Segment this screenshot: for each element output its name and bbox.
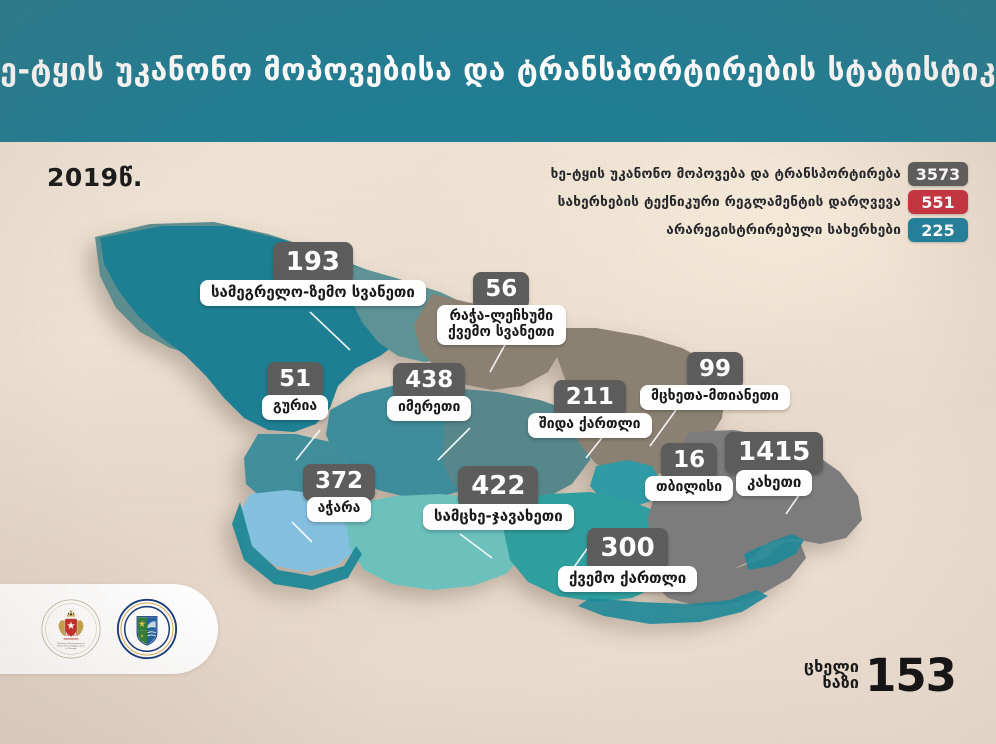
marker-value: 211: [553, 380, 626, 417]
marker-label: რაჭა-ლეჩხუმი ქვემო სვანეთი: [437, 305, 566, 346]
region-mtskheta-mtianeti: [552, 328, 726, 476]
marker-samegrelo-zemo-svaneti: 193 სამეგრელო-ზემო სვანეთი: [200, 242, 426, 306]
marker-label: გურია: [262, 395, 329, 420]
marker-label: სამცხე-ჯავახეთი: [423, 504, 574, 530]
marker-kakheti: 1415 კახეთი: [725, 432, 824, 496]
legend: ხე-ტყის უკანონო მოპოვება და ტრანსპორტირე…: [408, 162, 968, 242]
legend-label: არარეგისტრირებული სახერხები: [666, 222, 901, 238]
marker-label: თბილისი: [645, 476, 734, 501]
environmental-supervision-emblem-icon: [116, 598, 178, 660]
marker-value: 372: [303, 464, 376, 501]
marker-racha-lechkhumi: 56 რაჭა-ლეჩხუმი ქვემო სვანეთი: [437, 272, 566, 346]
svg-text:Protection and Agriculture: Protection and Agriculture: [57, 644, 85, 647]
marker-kvemo-kartli: 300 ქვემო ქართლი: [558, 528, 698, 592]
logo-panel: Ministry of Environmental Protection and…: [0, 584, 218, 674]
hotline-label: ცხელი ხაზი: [803, 656, 860, 693]
svg-text:Ministry of Environmental: Ministry of Environmental: [58, 642, 85, 645]
marker-label: იმერეთი: [387, 396, 472, 421]
page-title: ხე-ტყის უკანონო მოპოვებისა და ტრანსპორტი…: [0, 53, 996, 88]
marker-shida-kartli: 211 შიდა ქართლი: [528, 380, 652, 438]
marker-samtskhe-javakheti: 422 სამცხე-ჯავახეთი: [423, 466, 574, 530]
legend-badge: 225: [908, 218, 968, 242]
marker-guria: 51 გურია: [262, 362, 329, 420]
marker-imereti: 438 იმერეთი: [387, 363, 472, 421]
hotline: ცხელი ხაზი 153: [803, 648, 957, 702]
svg-text:of Georgia: of Georgia: [66, 648, 78, 650]
marker-label: სამეგრელო-ზემო სვანეთი: [200, 280, 426, 306]
pointer-line-guria: [295, 429, 321, 461]
marker-value: 51: [267, 362, 324, 399]
hotline-number: 153: [865, 648, 957, 702]
border-accent-ne: [744, 534, 804, 570]
marker-value: 1415: [725, 432, 824, 474]
border-accent-adjara: [232, 502, 362, 590]
ministry-emblem-icon: Ministry of Environmental Protection and…: [41, 599, 101, 659]
marker-label: ქვემო ქართლი: [558, 566, 698, 592]
legend-row: არარეგისტრირებული სახერხები 225: [408, 218, 968, 242]
pointer-line-imereti: [437, 427, 471, 461]
border-accent-se: [578, 590, 768, 624]
marker-value: 438: [393, 363, 466, 400]
marker-mtskheta-mtianeti: 99 მცხეთა-მთიანეთი: [640, 352, 790, 410]
marker-tbilisi: 16 თბილისი: [645, 443, 734, 501]
legend-badge: 3573: [908, 162, 968, 186]
marker-value: 300: [587, 528, 668, 570]
marker-label: შიდა ქართლი: [528, 413, 652, 438]
georgia-map: 193 სამეგრელო-ზემო სვანეთი 56 რაჭა-ლეჩხუ…: [0, 142, 996, 744]
marker-label: მცხეთა-მთიანეთი: [640, 385, 790, 410]
marker-label: აჭარა: [306, 497, 372, 522]
pointer-line-mtskheta: [649, 409, 677, 447]
legend-label: ხე-ტყის უკანონო მოპოვება და ტრანსპორტირე…: [550, 166, 901, 182]
marker-value: 99: [686, 352, 743, 389]
marker-value: 56: [473, 272, 530, 309]
legend-row: სახერხების ტექნიკური რეგლამენტის დარღვევ…: [408, 190, 968, 214]
marker-value: 16: [661, 443, 718, 480]
marker-label: კახეთი: [736, 470, 813, 496]
marker-adjara: 372 აჭარა: [303, 464, 376, 522]
header-banner: ხე-ტყის უკანონო მოპოვებისა და ტრანსპორტი…: [0, 0, 996, 142]
pointer-line-adjara: [291, 521, 313, 543]
pointer-line-samtskhe: [459, 533, 493, 559]
legend-row: ხე-ტყის უკანონო მოპოვება და ტრანსპორტირე…: [408, 162, 968, 186]
marker-value: 422: [458, 466, 539, 508]
legend-badge: 551: [908, 190, 968, 214]
legend-label: სახერხების ტექნიკური რეგლამენტის დარღვევ…: [557, 194, 901, 210]
year-label: 2019წ.: [47, 163, 143, 192]
pointer-line-samegrelo: [309, 311, 351, 351]
marker-value: 193: [272, 242, 354, 284]
